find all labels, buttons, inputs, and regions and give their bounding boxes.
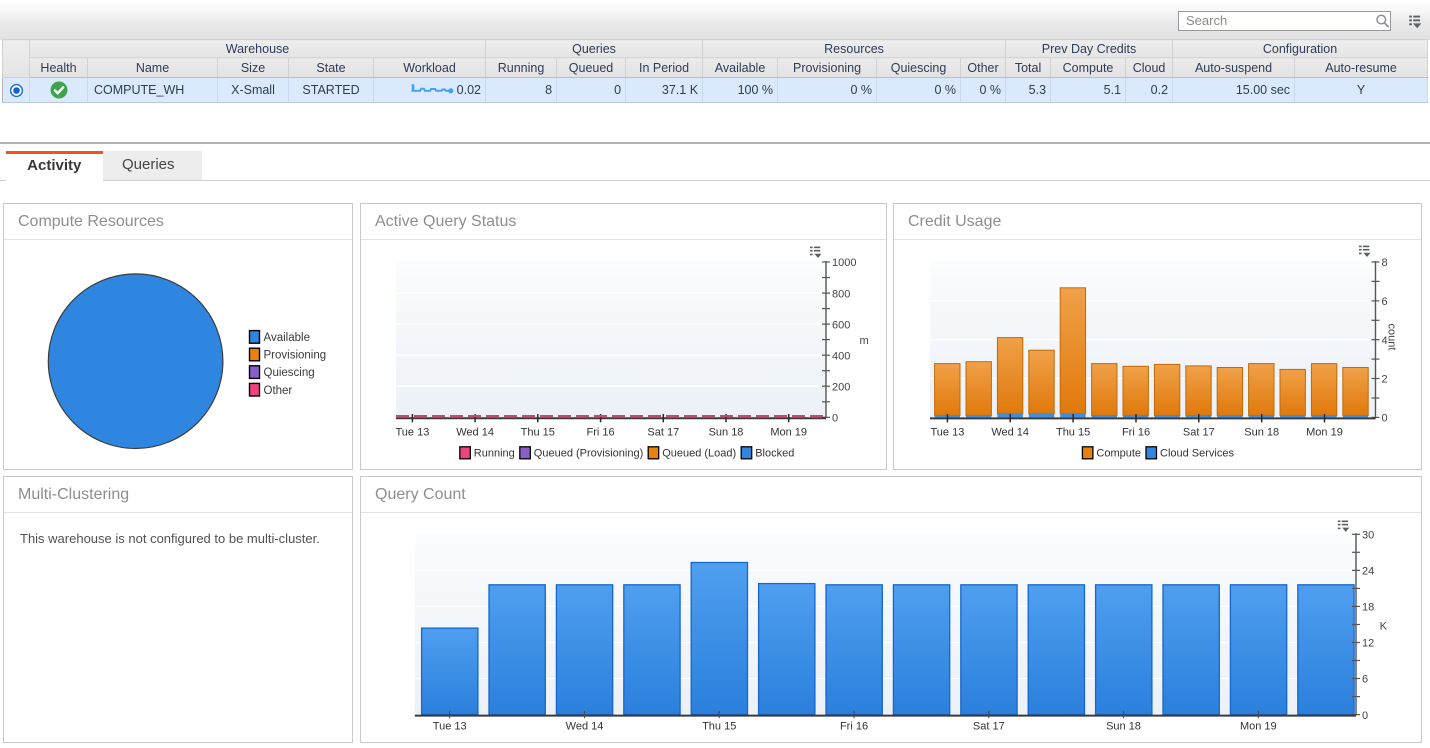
svg-text:6: 6	[1382, 296, 1388, 308]
svg-text:Thu 15: Thu 15	[521, 427, 555, 439]
svg-text:400: 400	[832, 350, 850, 362]
svg-text:Sun 18: Sun 18	[1106, 721, 1141, 733]
svg-text:count: count	[1386, 324, 1398, 351]
svg-text:Sun 18: Sun 18	[709, 427, 744, 439]
svg-text:24: 24	[1362, 566, 1374, 578]
svg-text:6: 6	[1362, 674, 1368, 686]
svg-text:Sat 17: Sat 17	[1183, 427, 1215, 439]
svg-text:Other: Other	[264, 385, 293, 397]
svg-text:0: 0	[1362, 710, 1368, 722]
svg-text:Compute: Compute	[1096, 448, 1141, 460]
svg-text:200: 200	[832, 381, 850, 393]
svg-text:K: K	[1380, 621, 1388, 633]
svg-text:Fri 16: Fri 16	[1122, 427, 1150, 439]
svg-text:Blocked: Blocked	[755, 448, 794, 460]
svg-text:0: 0	[1382, 413, 1388, 425]
svg-text:0: 0	[832, 413, 838, 425]
svg-text:2: 2	[1382, 374, 1388, 386]
svg-text:Mon 19: Mon 19	[770, 427, 807, 439]
svg-text:Fri 16: Fri 16	[840, 721, 868, 733]
svg-text:Sat 17: Sat 17	[647, 427, 679, 439]
svg-text:Mon 19: Mon 19	[1306, 427, 1343, 439]
svg-text:800: 800	[832, 288, 850, 300]
svg-text:Running: Running	[474, 448, 515, 460]
svg-text:Provisioning: Provisioning	[264, 350, 327, 362]
svg-text:1000: 1000	[832, 257, 856, 269]
svg-text:Wed 14: Wed 14	[456, 427, 494, 439]
svg-text:m: m	[860, 335, 869, 347]
svg-text:12: 12	[1362, 638, 1374, 650]
svg-text:Fri 16: Fri 16	[587, 427, 615, 439]
svg-text:Tue 13: Tue 13	[433, 721, 467, 733]
svg-text:Tue 13: Tue 13	[930, 427, 964, 439]
svg-text:Queued (Load): Queued (Load)	[662, 448, 736, 460]
svg-text:8: 8	[1382, 257, 1388, 269]
svg-text:Wed 14: Wed 14	[991, 427, 1029, 439]
svg-text:Sun 18: Sun 18	[1244, 427, 1279, 439]
svg-text:Thu 15: Thu 15	[1056, 427, 1090, 439]
svg-text:Mon 19: Mon 19	[1240, 721, 1277, 733]
svg-text:Thu 15: Thu 15	[702, 721, 736, 733]
svg-text:30: 30	[1362, 530, 1374, 542]
svg-text:Wed 14: Wed 14	[566, 721, 604, 733]
svg-text:18: 18	[1362, 602, 1374, 614]
svg-text:Tue 13: Tue 13	[395, 427, 429, 439]
svg-text:Available: Available	[264, 332, 310, 344]
svg-text:Quiescing: Quiescing	[264, 367, 315, 379]
svg-text:Cloud Services: Cloud Services	[1160, 448, 1234, 460]
svg-text:4: 4	[1382, 335, 1388, 347]
svg-text:Sat 17: Sat 17	[973, 721, 1005, 733]
svg-text:Queued (Provisioning): Queued (Provisioning)	[534, 448, 643, 460]
svg-text:600: 600	[832, 319, 850, 331]
